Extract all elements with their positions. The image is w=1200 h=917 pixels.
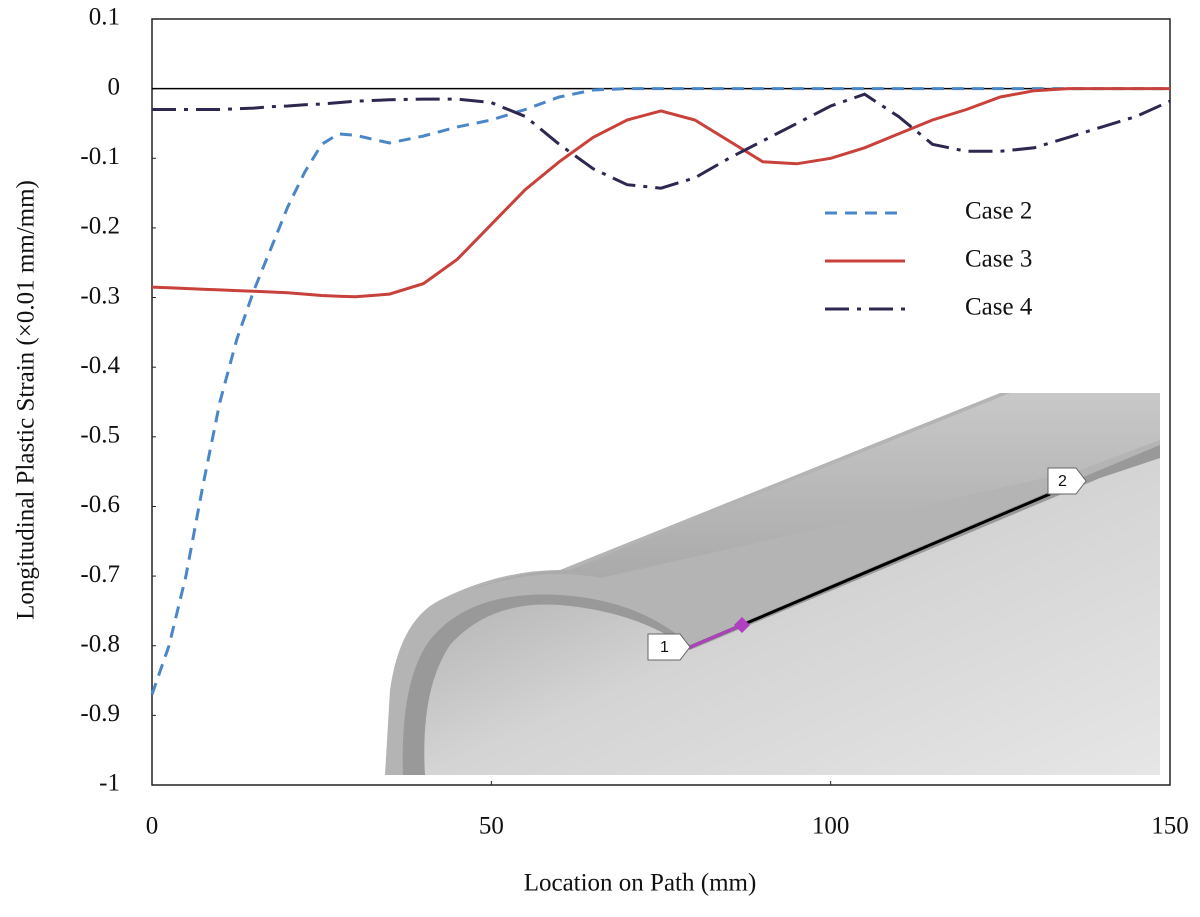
x-axis-label: Location on Path (mm) [524,870,757,897]
legend-label: Case 2 [965,198,1032,225]
y-tick-label: -0.5 [80,422,120,449]
y-tick-label: 0 [108,73,121,100]
y-tick-label: -0.2 [80,213,120,240]
x-tick-label: 0 [146,813,159,840]
series-line [151,87,1170,299]
legend-label: Case 4 [965,294,1033,321]
y-tick-label: -0.8 [80,630,120,657]
y-tick-label: -0.3 [80,282,120,309]
y-tick-label: -0.6 [80,491,120,518]
inset-label: 2 [1058,473,1067,490]
y-tick-label: -0.7 [80,561,120,588]
x-tick-label: 100 [812,813,850,840]
x-tick-label: 150 [1151,813,1189,840]
series-line [150,87,1170,695]
inset-pipe: 1 2 [385,393,1160,775]
inset-label: 1 [660,639,669,656]
x-tick-label: 50 [479,813,504,840]
legend-label: Case 3 [965,246,1032,273]
y-tick-label: -0.9 [80,700,120,727]
y-axis-label: Longitudinal Plastic Strain (×0.01 mm/mm… [13,180,40,620]
series-line [152,92,1171,190]
y-tick-label: -0.4 [80,352,120,379]
plot-frame [151,18,1171,786]
y-tick-label: -1 [99,770,120,797]
y-tick-label: 0.1 [89,4,120,31]
y-tick-label: -0.1 [80,143,120,170]
